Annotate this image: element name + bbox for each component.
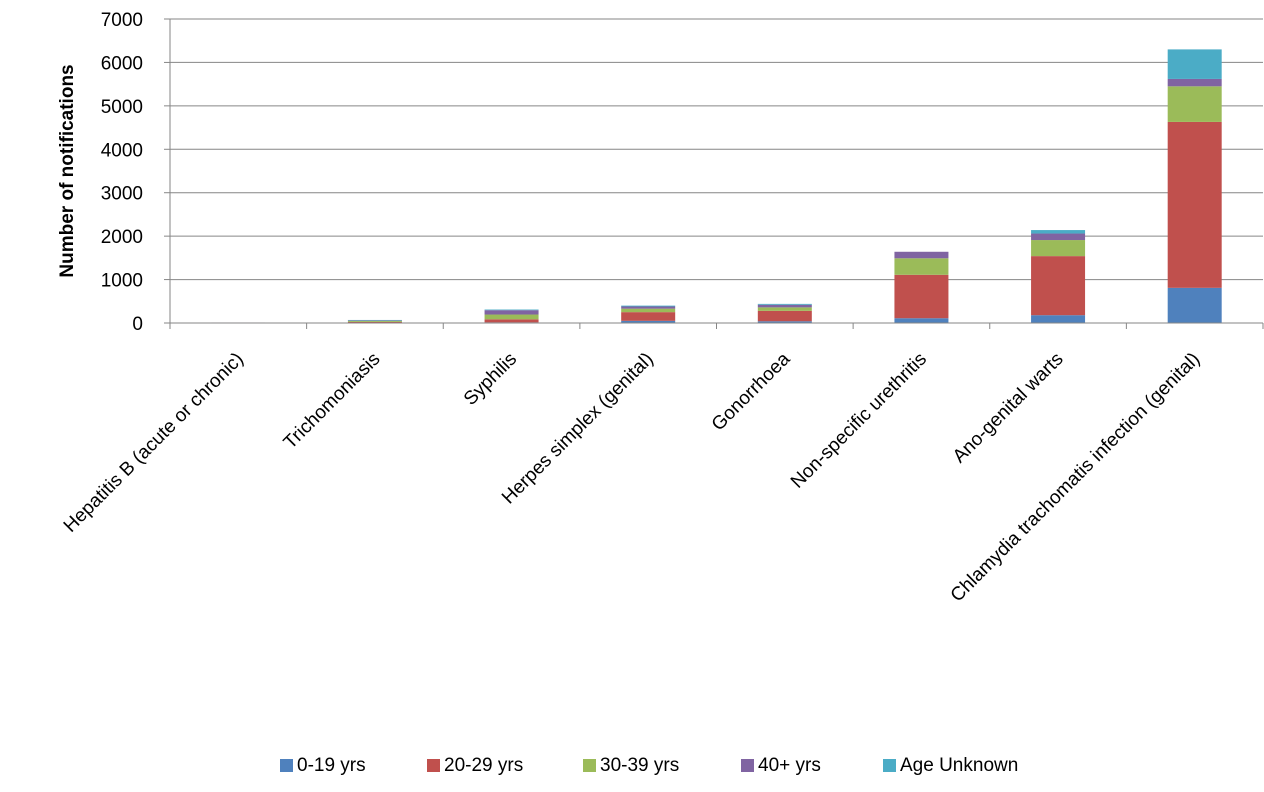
bar-segment <box>894 274 949 319</box>
bar-segment <box>757 304 812 308</box>
bar-segment <box>1031 233 1086 241</box>
x-tick-label: Syphilis <box>460 349 521 410</box>
bar-segment <box>1167 49 1222 79</box>
legend-swatch <box>741 759 754 772</box>
legend-swatch <box>427 759 440 772</box>
x-tick-label: Gonorrhoea <box>708 348 795 435</box>
legend-label: Age Unknown <box>900 755 1018 776</box>
legend-label: 30-39 yrs <box>600 755 679 776</box>
bar-segment <box>1031 315 1086 323</box>
legend-label: 0-19 yrs <box>297 755 366 776</box>
y-tick-label: 3000 <box>101 184 143 205</box>
bar-segment <box>621 306 676 309</box>
x-tick-label: Chlamydia trachomatis infection (genital… <box>947 349 1205 607</box>
bar-segment <box>894 251 949 259</box>
bar-segment <box>484 314 539 320</box>
x-tick-label: Herpes simplex (genital) <box>498 349 658 509</box>
bar-segment <box>757 310 812 322</box>
x-tick-labels: Hepatitis B (acute or chronic) Trichomoni… <box>60 348 1204 606</box>
bar-segment <box>347 320 402 322</box>
y-tick-label: 5000 <box>101 97 143 118</box>
bar-segment <box>621 308 676 313</box>
x-tick-label: Trichomoniasis <box>280 349 385 454</box>
bar-segment <box>894 258 949 275</box>
legend-swatch <box>280 759 293 772</box>
gridlines <box>164 18 1263 324</box>
legend-swatch <box>883 759 896 772</box>
bar-segment <box>484 310 539 315</box>
x-tick-label: Ano-genital warts <box>949 349 1068 468</box>
legend-label: 40+ yrs <box>758 755 821 776</box>
y-tick-label: 7000 <box>101 10 143 31</box>
legend-swatch <box>583 759 596 772</box>
bar-segment <box>757 321 812 323</box>
y-tick-label: 4000 <box>101 140 143 161</box>
bar-segment <box>621 312 676 321</box>
bar-segment <box>1167 78 1222 87</box>
bar-segment <box>484 319 539 323</box>
bar-segment <box>757 307 812 311</box>
bar-segment <box>1031 256 1086 316</box>
bar-segment <box>347 321 402 323</box>
x-tick-label: Non-specific urethritis <box>787 349 931 493</box>
bar-segment <box>894 318 949 323</box>
y-tick-label: 0 <box>132 314 143 335</box>
y-tick-label: 6000 <box>101 53 143 74</box>
bar-segment <box>1031 240 1086 257</box>
bar-segment <box>1167 121 1222 288</box>
bar-segment <box>757 303 812 305</box>
bar-segment <box>484 309 539 311</box>
bar-segment <box>347 320 402 321</box>
bar-segment <box>1167 86 1222 122</box>
bar-segment <box>621 320 676 323</box>
x-tick-label: Hepatitis B (acute or chronic) <box>60 349 248 537</box>
bar-segment <box>1031 230 1086 234</box>
y-axis-label: Number of notifications <box>57 64 78 277</box>
bars <box>211 49 1222 324</box>
y-tick-label: 2000 <box>101 227 143 248</box>
y-tick-label: 1000 <box>101 271 143 292</box>
y-tick-labels: 0 1000 2000 3000 4000 5000 6000 7000 <box>101 10 143 335</box>
axes <box>169 19 1264 329</box>
legend-label: 20-29 yrs <box>444 755 523 776</box>
bar-segment <box>347 319 402 321</box>
legend: 0-19 yrs 20-29 yrs 30-39 yrs 40+ yrs Age Unk… <box>280 755 1018 776</box>
bar-segment <box>621 305 676 307</box>
bar-segment <box>1167 287 1222 323</box>
